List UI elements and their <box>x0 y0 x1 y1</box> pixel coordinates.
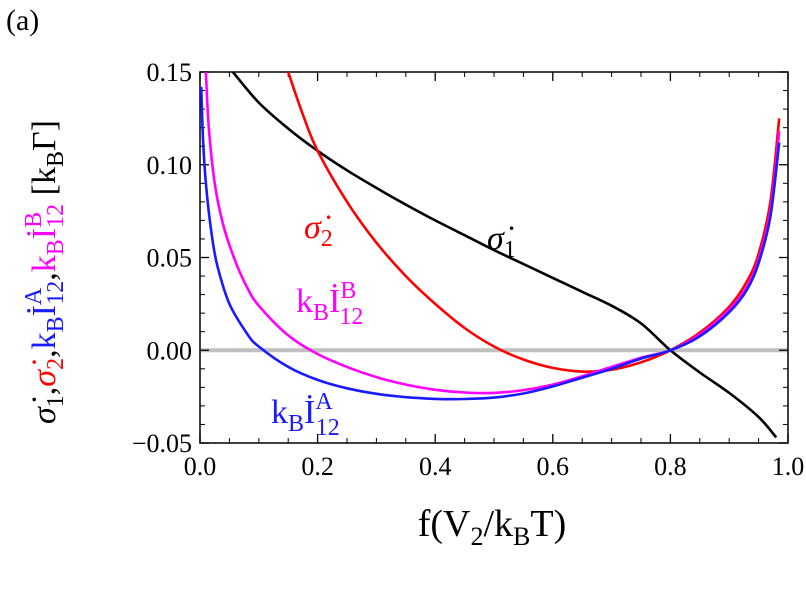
plot-area: 0.0 0.2 0.4 0.6 0.8 1.0 −0.05 0.00 0.05 0.10 0.15 <box>132 58 804 481</box>
x-tick-label: 0.2 <box>301 452 334 481</box>
y-tick-label: 0.15 <box>147 58 193 87</box>
series-sigma2-line <box>286 72 781 373</box>
x-tick-label: 0.8 <box>654 452 687 481</box>
svg-text:kBİA12: kBİA 12 <box>271 389 340 441</box>
svg-text:σ̇2: σ̇2 <box>304 209 333 252</box>
y-tick-label: 0.10 <box>147 151 193 180</box>
x-tick-label: 0.6 <box>537 452 570 481</box>
x-tick-label: 0.4 <box>419 452 452 481</box>
x-axis-label: f(V2/kBT) <box>418 503 567 551</box>
x-tick-label: 1.0 <box>772 452 805 481</box>
svg-text:kBİB12: kBİB 12 <box>296 278 363 330</box>
annotation-sigma2: σ̇2 <box>304 209 333 252</box>
series-kB-I12A-line <box>200 86 781 401</box>
y-tick-label: 0.05 <box>147 244 193 273</box>
series-kB-I12B-line <box>204 72 781 395</box>
svg-text:σ̇1: σ̇1 <box>487 220 516 263</box>
annotation-sigma1: σ̇1 <box>487 220 516 263</box>
y-axis-label: σ̇1,σ̇2,kBİA12,kBİB12 [kBΓ] <box>21 120 69 424</box>
y-tick-label: −0.05 <box>132 429 192 458</box>
svg-text:σ̇1,σ̇2,kBİA12,kBİB12 [kBΓ]: σ̇1,σ̇2,kBİA12,kBİB12 [kBΓ] <box>21 120 69 424</box>
annotation-kB-I12B: kBİB 12 <box>296 278 363 330</box>
annotation-kB-I12A: kBİA 12 <box>271 389 340 441</box>
series-sigma1-line <box>231 72 778 439</box>
x-tick-label: 0.0 <box>184 452 217 481</box>
svg-text:f(V2/kBT): f(V2/kBT) <box>418 503 567 551</box>
y-tick-label: 0.00 <box>147 336 193 365</box>
panel-label: (a) <box>6 4 39 37</box>
